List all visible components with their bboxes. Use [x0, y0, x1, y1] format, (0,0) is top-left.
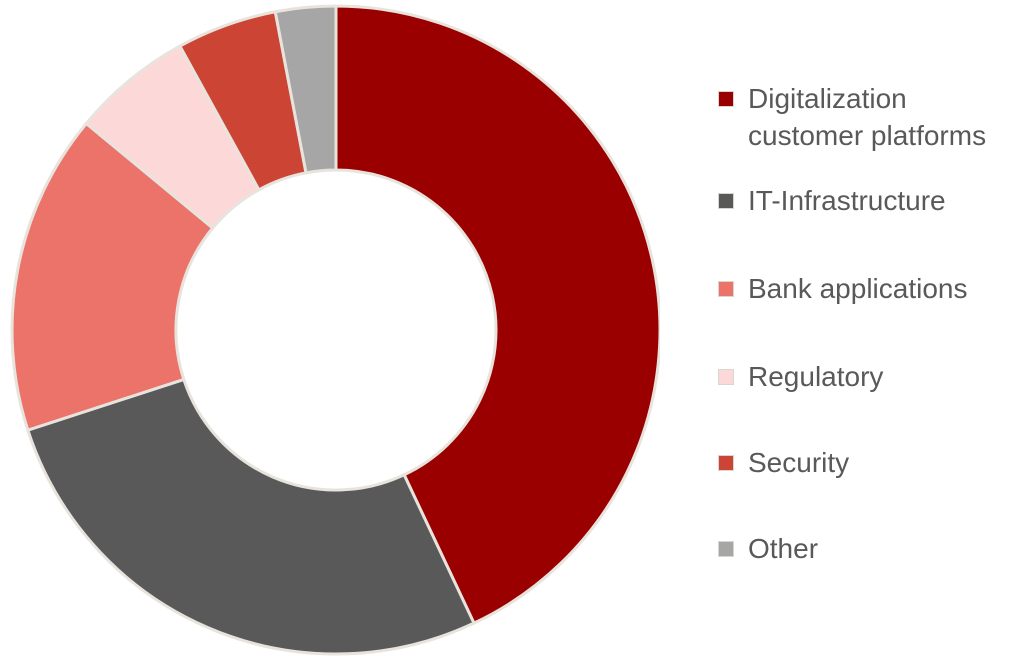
legend-item-it-infrastructure: IT-Infrastructure: [718, 182, 946, 219]
legend-swatch-regulatory: [718, 369, 734, 385]
legend-swatch-bank-applications: [718, 281, 734, 297]
donut-chart: [10, 4, 660, 656]
slice-it-infrastructure: [25, 377, 476, 656]
legend-label-digitalization: Digitalization customer platforms: [748, 83, 987, 151]
legend-item-digitalization: Digitalization customer platforms: [718, 80, 986, 154]
legend-item-bank-applications: Bank applications: [718, 270, 967, 307]
legend-swatch-other: [718, 541, 734, 557]
legend-swatch-security: [718, 455, 734, 471]
legend-item-security: Security: [718, 444, 849, 481]
legend-label-other: Other: [748, 533, 819, 564]
legend-label-regulatory: Regulatory: [748, 361, 884, 392]
legend-item-regulatory: Regulatory: [718, 358, 883, 395]
legend-label-security: Security: [748, 447, 850, 478]
slice-digitalization: [334, 4, 660, 626]
legend-label-it-infrastructure: IT-Infrastructure: [748, 185, 946, 216]
legend-item-other: Other: [718, 530, 818, 567]
legend-swatch-it-infrastructure: [718, 193, 734, 209]
legend-label-bank-applications: Bank applications: [748, 273, 968, 304]
legend-swatch-digitalization: [718, 91, 734, 107]
slice-bank-applications: [10, 121, 215, 433]
slice-other: [273, 4, 338, 175]
